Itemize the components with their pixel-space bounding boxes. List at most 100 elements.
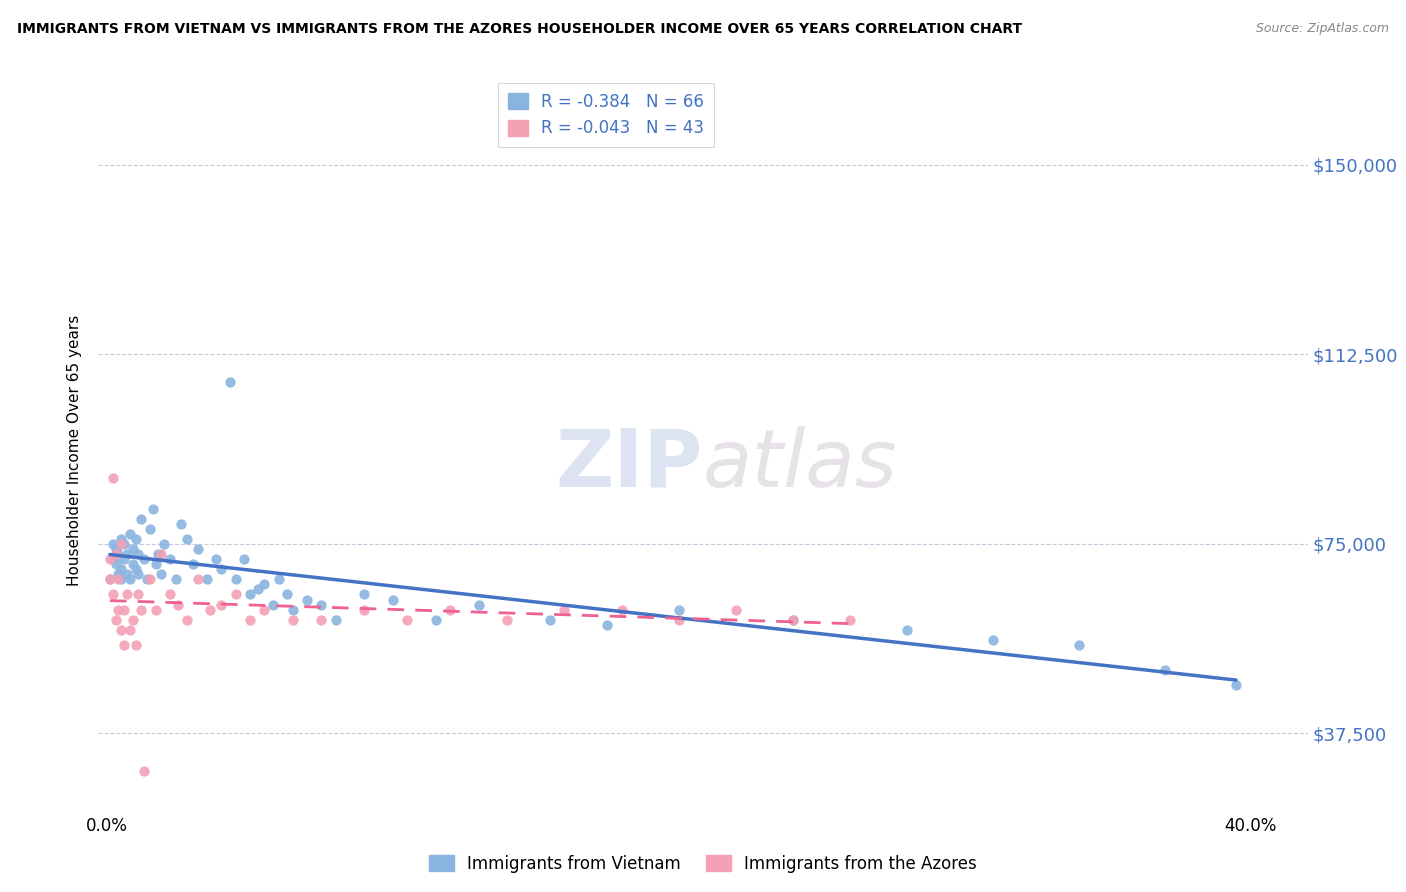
Point xyxy=(839,613,862,627)
Point xyxy=(112,537,135,551)
Point xyxy=(239,587,262,601)
Legend: R = -0.384   N = 66, R = -0.043   N = 43: R = -0.384 N = 66, R = -0.043 N = 43 xyxy=(498,83,714,147)
Point xyxy=(124,562,146,576)
Point xyxy=(124,532,146,546)
Point xyxy=(225,587,247,601)
Point xyxy=(107,572,129,586)
Point xyxy=(104,613,127,627)
Point xyxy=(198,602,221,616)
Point xyxy=(112,602,135,616)
Point xyxy=(538,613,561,627)
Point xyxy=(281,613,304,627)
Point xyxy=(115,547,138,561)
Point xyxy=(311,613,333,627)
Point xyxy=(325,613,347,627)
Point xyxy=(439,602,461,616)
Point xyxy=(167,598,190,612)
Point xyxy=(110,532,132,546)
Point xyxy=(153,537,176,551)
Point xyxy=(396,613,419,627)
Point xyxy=(176,613,198,627)
Point xyxy=(165,572,187,586)
Point xyxy=(467,598,489,612)
Point xyxy=(101,552,124,566)
Point xyxy=(281,602,304,616)
Point xyxy=(150,547,173,561)
Point xyxy=(150,567,173,582)
Point xyxy=(496,613,519,627)
Point xyxy=(107,567,129,582)
Point xyxy=(668,602,690,616)
Point xyxy=(115,567,138,582)
Point xyxy=(134,764,156,779)
Point xyxy=(225,572,247,586)
Point xyxy=(110,537,132,551)
Text: atlas: atlas xyxy=(703,425,898,504)
Legend: Immigrants from Vietnam, Immigrants from the Azores: Immigrants from Vietnam, Immigrants from… xyxy=(422,848,984,880)
Point xyxy=(262,598,284,612)
Point xyxy=(1153,663,1175,677)
Point xyxy=(104,541,127,556)
Point xyxy=(1225,678,1247,692)
Point xyxy=(295,592,318,607)
Point xyxy=(129,511,152,525)
Point xyxy=(195,572,218,586)
Point xyxy=(139,572,162,586)
Point xyxy=(136,572,159,586)
Text: Source: ZipAtlas.com: Source: ZipAtlas.com xyxy=(1256,22,1389,36)
Point xyxy=(142,501,165,516)
Point xyxy=(311,598,333,612)
Point xyxy=(1067,638,1090,652)
Point xyxy=(159,587,181,601)
Point xyxy=(253,577,276,591)
Text: ZIP: ZIP xyxy=(555,425,703,504)
Point xyxy=(134,552,156,566)
Point xyxy=(276,587,298,601)
Point xyxy=(187,541,209,556)
Point xyxy=(170,516,193,531)
Point xyxy=(253,602,276,616)
Point xyxy=(353,587,375,601)
Point xyxy=(425,613,447,627)
Point xyxy=(98,572,121,586)
Point xyxy=(101,471,124,485)
Point xyxy=(118,572,141,586)
Point xyxy=(247,582,270,597)
Y-axis label: Householder Income Over 65 years: Householder Income Over 65 years xyxy=(67,315,83,586)
Point xyxy=(209,562,232,576)
Point xyxy=(239,613,262,627)
Point xyxy=(112,552,135,566)
Point xyxy=(127,587,149,601)
Point xyxy=(115,587,138,601)
Point xyxy=(110,562,132,576)
Point xyxy=(896,623,918,637)
Point xyxy=(209,598,232,612)
Point xyxy=(724,602,747,616)
Point xyxy=(145,557,167,571)
Point xyxy=(782,613,804,627)
Point xyxy=(219,376,242,390)
Point xyxy=(107,547,129,561)
Point xyxy=(124,638,146,652)
Point xyxy=(104,557,127,571)
Point xyxy=(107,602,129,616)
Point xyxy=(204,552,226,566)
Point xyxy=(101,537,124,551)
Point xyxy=(181,557,204,571)
Point xyxy=(118,623,141,637)
Point xyxy=(121,613,143,627)
Point xyxy=(267,572,290,586)
Point xyxy=(176,532,198,546)
Point xyxy=(98,572,121,586)
Point xyxy=(121,557,143,571)
Point xyxy=(187,572,209,586)
Point xyxy=(98,552,121,566)
Point xyxy=(381,592,404,607)
Point xyxy=(104,547,127,561)
Point xyxy=(101,587,124,601)
Point xyxy=(127,547,149,561)
Point xyxy=(110,623,132,637)
Text: IMMIGRANTS FROM VIETNAM VS IMMIGRANTS FROM THE AZORES HOUSEHOLDER INCOME OVER 65: IMMIGRANTS FROM VIETNAM VS IMMIGRANTS FR… xyxy=(17,22,1022,37)
Point xyxy=(981,632,1004,647)
Point xyxy=(159,552,181,566)
